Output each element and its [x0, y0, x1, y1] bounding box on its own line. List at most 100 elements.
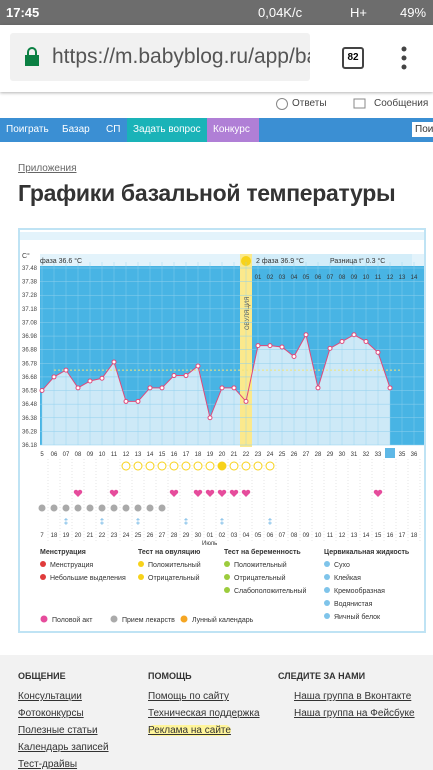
date: 12: [339, 533, 346, 539]
footer-link[interactable]: Наша группа в Вконтакте: [294, 691, 412, 702]
y-tick-label: 36.58: [22, 389, 38, 395]
date: 16: [387, 533, 394, 539]
cycle-day: 27: [303, 452, 310, 458]
temperature-point: [39, 388, 45, 394]
legend-icon: [180, 615, 188, 623]
legend-item: Прием лекарств: [122, 617, 175, 624]
date: 11: [327, 533, 334, 539]
legend-icon: [224, 561, 230, 567]
url-bar[interactable]: https://m.babyblog.ru/app/bas: [10, 33, 310, 81]
legend-icon: [324, 587, 330, 593]
nav-link[interactable]: Конкурс: [207, 118, 259, 142]
ovulation-test: [217, 461, 227, 471]
messages-link[interactable]: Сообщения: [374, 98, 429, 109]
unit-label: С°: [22, 252, 30, 260]
temperature-area: [42, 334, 390, 445]
phase2-day: 08: [339, 275, 346, 281]
legend-icon: [224, 587, 230, 593]
date: 08: [291, 533, 298, 539]
legend-icon: [40, 561, 46, 567]
url: https://m.babyblog.ru/app/bas: [52, 45, 310, 68]
date: 26: [147, 533, 154, 539]
phase2-day: 04: [291, 275, 298, 281]
y-tick-label: 36.68: [22, 375, 38, 381]
mucus: ‡: [100, 517, 104, 526]
ovulation-test: [205, 461, 215, 471]
cycle-day: 33: [375, 452, 382, 458]
footer-link[interactable]: Реклама на сайте: [148, 725, 231, 736]
date: 23: [111, 533, 118, 539]
menu-button[interactable]: [400, 45, 408, 71]
date: 29: [183, 533, 190, 539]
date: 13: [351, 533, 358, 539]
search-box[interactable]: Поис: [412, 122, 433, 137]
phase2-day: 09: [351, 275, 358, 281]
legend-icon: [324, 613, 330, 619]
legend-item: Сухо: [334, 562, 350, 569]
cycle-day: 32: [363, 452, 370, 458]
pill: [86, 504, 94, 512]
ovulation-dot: [241, 256, 251, 266]
footer-link[interactable]: Консультации: [18, 691, 82, 702]
footer-link[interactable]: Фотоконкурсы: [18, 708, 84, 719]
heart: [169, 489, 179, 497]
pill: [50, 504, 58, 512]
nav-link[interactable]: СП: [106, 124, 121, 135]
nav-link[interactable]: Поиграть: [6, 124, 49, 135]
temperature-point: [123, 398, 129, 404]
footer-link[interactable]: Наша группа на Фейсбуке: [294, 708, 415, 719]
date: 27: [159, 533, 166, 539]
answers-link[interactable]: Ответы: [292, 98, 327, 109]
legend-icon: [324, 600, 330, 606]
cycle-day: 19: [207, 452, 214, 458]
footer-title: ПОМОЩЬ: [148, 671, 192, 681]
footer-link[interactable]: Календарь записей: [18, 742, 109, 753]
legend-item: Положительный: [234, 561, 287, 569]
legend-item: Отрицательный: [234, 574, 286, 582]
date: 09: [303, 533, 310, 539]
legend-icon: [40, 615, 48, 623]
month-label: Июль: [202, 541, 217, 547]
header-strip: [20, 232, 424, 240]
temperature-point: [111, 359, 117, 365]
ovulation-test: [265, 461, 275, 471]
pill: [146, 504, 154, 512]
cycle-day: 14: [147, 452, 154, 458]
temperature-point: [303, 332, 309, 338]
footer-link[interactable]: Помощь по сайту: [148, 691, 229, 702]
cycle-day: 18: [195, 452, 202, 458]
footer-link[interactable]: Тест-драйвы: [18, 759, 78, 770]
temperature-point: [159, 385, 165, 391]
ovulation-label: ОВУЛЯЦИЯ: [245, 297, 251, 330]
temperature-point: [147, 385, 153, 391]
legend-icon: [138, 574, 144, 580]
cycle-day: 17: [183, 452, 190, 458]
footer-title: СЛЕДИТЕ ЗА НАМИ: [278, 671, 366, 681]
legend-item: Яичный белок: [334, 613, 381, 621]
pill: [62, 504, 70, 512]
tabs-button[interactable]: 82: [342, 47, 364, 69]
date: 21: [87, 533, 94, 539]
cycle-day: 13: [135, 452, 142, 458]
cycle-day: 22: [243, 452, 250, 458]
footer-link[interactable]: Техническая поддержка: [148, 708, 260, 719]
nav-link[interactable]: Задать вопрос: [127, 118, 207, 142]
ovulation-test: [133, 461, 143, 471]
temperature-point: [315, 385, 321, 391]
legend-item: Половой акт: [52, 616, 93, 624]
temperature-point: [279, 344, 285, 350]
top-icons: [276, 98, 366, 110]
phase2-day: 14: [411, 275, 418, 281]
footer-link[interactable]: Полезные статьи: [18, 725, 98, 736]
phase2-day: 05: [303, 275, 310, 281]
y-tick-label: 37.18: [22, 307, 38, 313]
ovulation-test: [253, 461, 263, 471]
ovulation-test: [145, 461, 155, 471]
nav-link[interactable]: Базар: [62, 124, 90, 135]
cycle-day: 28: [315, 452, 322, 458]
temperature-point: [195, 363, 201, 369]
nav-bar: Поиграть Базар СП Задать вопрос Конкурс …: [0, 118, 433, 142]
breadcrumb[interactable]: Приложения: [18, 163, 77, 174]
y-tick-label: 37.38: [22, 280, 38, 286]
date: 7: [40, 533, 44, 539]
